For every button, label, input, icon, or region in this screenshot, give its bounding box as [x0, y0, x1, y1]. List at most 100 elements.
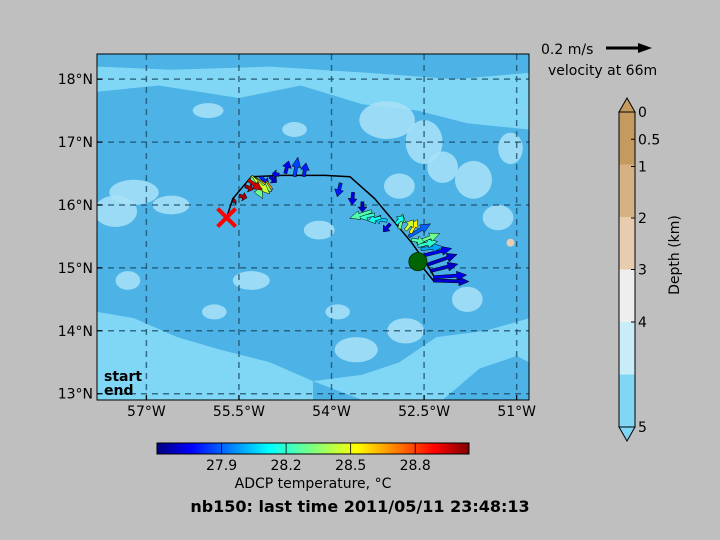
temperature-tick-label: 28.5	[335, 458, 366, 474]
y-tick-label: 18°N	[58, 72, 93, 88]
current-vector-arrow	[423, 246, 453, 258]
bathymetry-patch	[202, 304, 227, 320]
current-vector-arrow	[291, 156, 301, 178]
depth-tick-label: 1	[638, 160, 647, 176]
depth-colorbar-extend-bottom	[618, 426, 636, 443]
depth-tick-label: 5	[638, 420, 647, 436]
x-tick-label: 52.5°W	[398, 404, 450, 420]
bathymetry-patch	[192, 103, 224, 119]
bathymetry-region-2	[97, 54, 529, 80]
temperature-tick-label: 27.9	[206, 458, 237, 474]
velocity-key-arrow	[606, 43, 652, 53]
current-vectors	[231, 156, 470, 287]
y-tick-label: 16°N	[58, 198, 93, 214]
current-vector-arrow	[246, 178, 263, 191]
current-vector-arrow	[300, 162, 310, 178]
current-vector-arrow	[429, 261, 459, 273]
depth-tick-label: 3	[638, 263, 647, 279]
bathymetry-patch	[109, 179, 159, 205]
velocity-key-label: 0.2 m/s	[541, 42, 593, 58]
bathymetry-shoal	[506, 238, 515, 247]
current-vector-arrow	[347, 192, 358, 206]
current-vector-arrow	[349, 209, 373, 220]
current-vector-arrow	[407, 223, 432, 239]
legend-start-label: start	[104, 369, 142, 385]
depth-tick-label: 0	[638, 105, 647, 121]
map-grid	[97, 54, 529, 400]
bathymetry-patch	[115, 271, 141, 290]
current-vector-arrow	[334, 182, 344, 198]
depth-colorbar-segment	[619, 322, 635, 375]
current-vector-arrow	[238, 191, 248, 202]
current-vector-arrow	[271, 169, 280, 180]
depth-colorbar-segments	[618, 96, 636, 443]
depth-colorbar: 0 0.5 1 2 3 4 5 Depth (km)	[618, 96, 683, 443]
map-panel: 57°W 55.5°W 54°W 52.5°W 51°W 13°N 14°N 15°N 16°…	[58, 53, 536, 420]
y-axis-ticks: 13°N 14°N 15°N 16°N 17°N 18°N	[58, 72, 102, 403]
current-vector-arrow	[231, 196, 237, 206]
current-vector-arrow	[382, 222, 392, 233]
x-axis-ticks: 57°W 55.5°W 54°W 52.5°W 51°W	[127, 395, 536, 420]
bathymetry-patch	[359, 101, 415, 139]
y-tick-label: 14°N	[58, 324, 93, 340]
temperature-tick-label: 28.8	[400, 458, 431, 474]
depth-tick-label: 4	[638, 315, 647, 331]
x-tick-label: 54°W	[312, 404, 351, 420]
depth-colorbar-label: Depth (km)	[667, 215, 683, 295]
depth-colorbar-ticks: 0 0.5 1 2 3 4 5	[631, 105, 660, 436]
bathymetry-patch	[427, 151, 458, 183]
bathymetry-shading	[97, 54, 529, 400]
current-vector-arrow	[268, 175, 277, 184]
bathymetry-patch	[152, 195, 190, 215]
temperature-colorbar-label: ADCP temperature, °C	[235, 476, 392, 492]
bathymetry-patch	[455, 160, 492, 199]
current-vector-arrow	[432, 270, 468, 281]
depth-tick-label: 0.5	[638, 132, 660, 148]
bathymetry-patch	[325, 304, 351, 320]
map-frame	[96, 53, 530, 401]
bathymetry-patch	[282, 122, 307, 137]
depth-colorbar-segment	[619, 374, 635, 427]
current-vector-arrow	[426, 253, 458, 267]
current-vector-arrow	[433, 276, 470, 287]
velocity-key: 0.2 m/s velocity at 66m	[541, 42, 657, 79]
start-marker	[408, 252, 428, 272]
x-tick-label: 57°W	[127, 404, 166, 420]
track-markers	[216, 207, 428, 272]
depth-colorbar-segment	[619, 112, 635, 165]
figure-title: nb150: last time 2011/05/11 23:48:13	[190, 497, 529, 516]
x-tick-label: 55.5°W	[213, 404, 265, 420]
depth-colorbar-extend-top	[618, 96, 636, 113]
current-vector-arrow	[403, 219, 414, 232]
bathymetry-patch	[482, 205, 514, 231]
legend-end-label: end	[104, 383, 133, 399]
current-vector-arrow	[420, 242, 444, 253]
depth-tick-label: 2	[638, 211, 647, 227]
bathymetry-patch	[232, 271, 270, 290]
bathymetry-patch	[498, 132, 523, 165]
velocity-key-caption: velocity at 66m	[548, 63, 657, 79]
depth-colorbar-segment	[619, 164, 635, 217]
temperature-colorbar-gradient	[156, 442, 470, 455]
y-tick-label: 17°N	[58, 135, 93, 151]
bathymetry-patch	[384, 173, 415, 199]
temperature-colorbar: 27.9 28.2 28.5 28.8 ADCP temperature, °C	[156, 442, 470, 492]
y-tick-label: 13°N	[58, 387, 93, 403]
bathymetry-patch	[303, 220, 335, 240]
temperature-colorbar-ticks: 27.9 28.2 28.5 28.8	[206, 443, 431, 474]
bathymetry-patch	[451, 286, 483, 312]
bathymetry-patch	[334, 337, 378, 363]
temperature-tick-label: 28.2	[271, 458, 302, 474]
x-tick-label: 51°W	[497, 404, 536, 420]
current-vector-arrow	[282, 160, 292, 175]
current-vector-arrow	[394, 215, 404, 226]
depth-colorbar-segment	[619, 217, 635, 270]
current-vector-arrow	[367, 214, 382, 224]
bathymetry-region-3	[313, 356, 529, 400]
depth-colorbar-segment	[619, 269, 635, 322]
end-marker	[216, 207, 238, 228]
y-tick-label: 15°N	[58, 261, 93, 277]
current-vector-arrow	[244, 183, 254, 193]
current-vector-arrow	[411, 235, 425, 246]
